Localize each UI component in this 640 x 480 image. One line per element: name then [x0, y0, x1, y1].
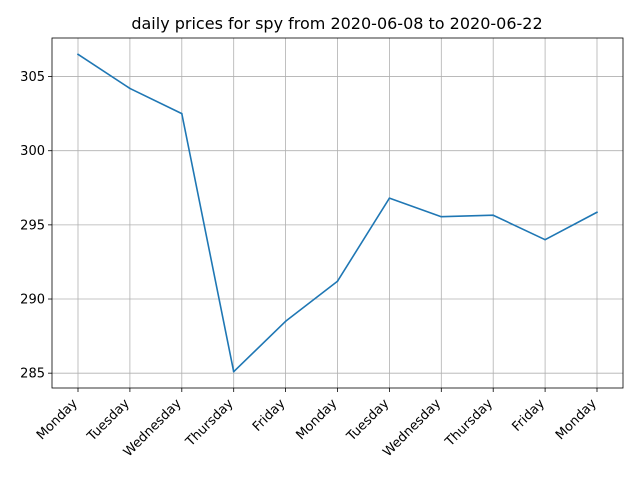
y-tick-label: 295: [20, 218, 45, 233]
data-point: [492, 214, 495, 217]
data-point: [284, 320, 287, 323]
y-tick-label: 290: [20, 293, 45, 308]
data-point: [232, 370, 235, 373]
chart-title: daily prices for spy from 2020-06-08 to …: [131, 14, 542, 33]
x-tick-label: Thursday: [182, 396, 236, 450]
data-point: [596, 211, 598, 214]
data-point: [440, 215, 443, 218]
x-tick-label: Friday: [509, 396, 548, 435]
y-tick-label: 285: [20, 367, 45, 382]
grid: [52, 38, 623, 388]
data-point: [336, 280, 339, 283]
x-tick-label: Thursday: [442, 396, 496, 450]
data-point: [544, 238, 546, 241]
x-tick-label: Monday: [34, 396, 81, 443]
data-point: [77, 53, 79, 56]
data-point: [129, 87, 131, 90]
x-tick-label: Friday: [250, 396, 289, 435]
data-point: [388, 197, 391, 199]
x-tick-label: Tuesday: [344, 396, 393, 445]
x-tick-label: Monday: [293, 396, 340, 443]
x-tick-label: Tuesday: [84, 396, 133, 445]
y-tick-label: 305: [20, 70, 45, 85]
x-tick-label: Monday: [553, 396, 600, 443]
data-point: [181, 112, 183, 115]
y-tick-label: 300: [20, 144, 45, 159]
series-layer: [77, 53, 598, 373]
